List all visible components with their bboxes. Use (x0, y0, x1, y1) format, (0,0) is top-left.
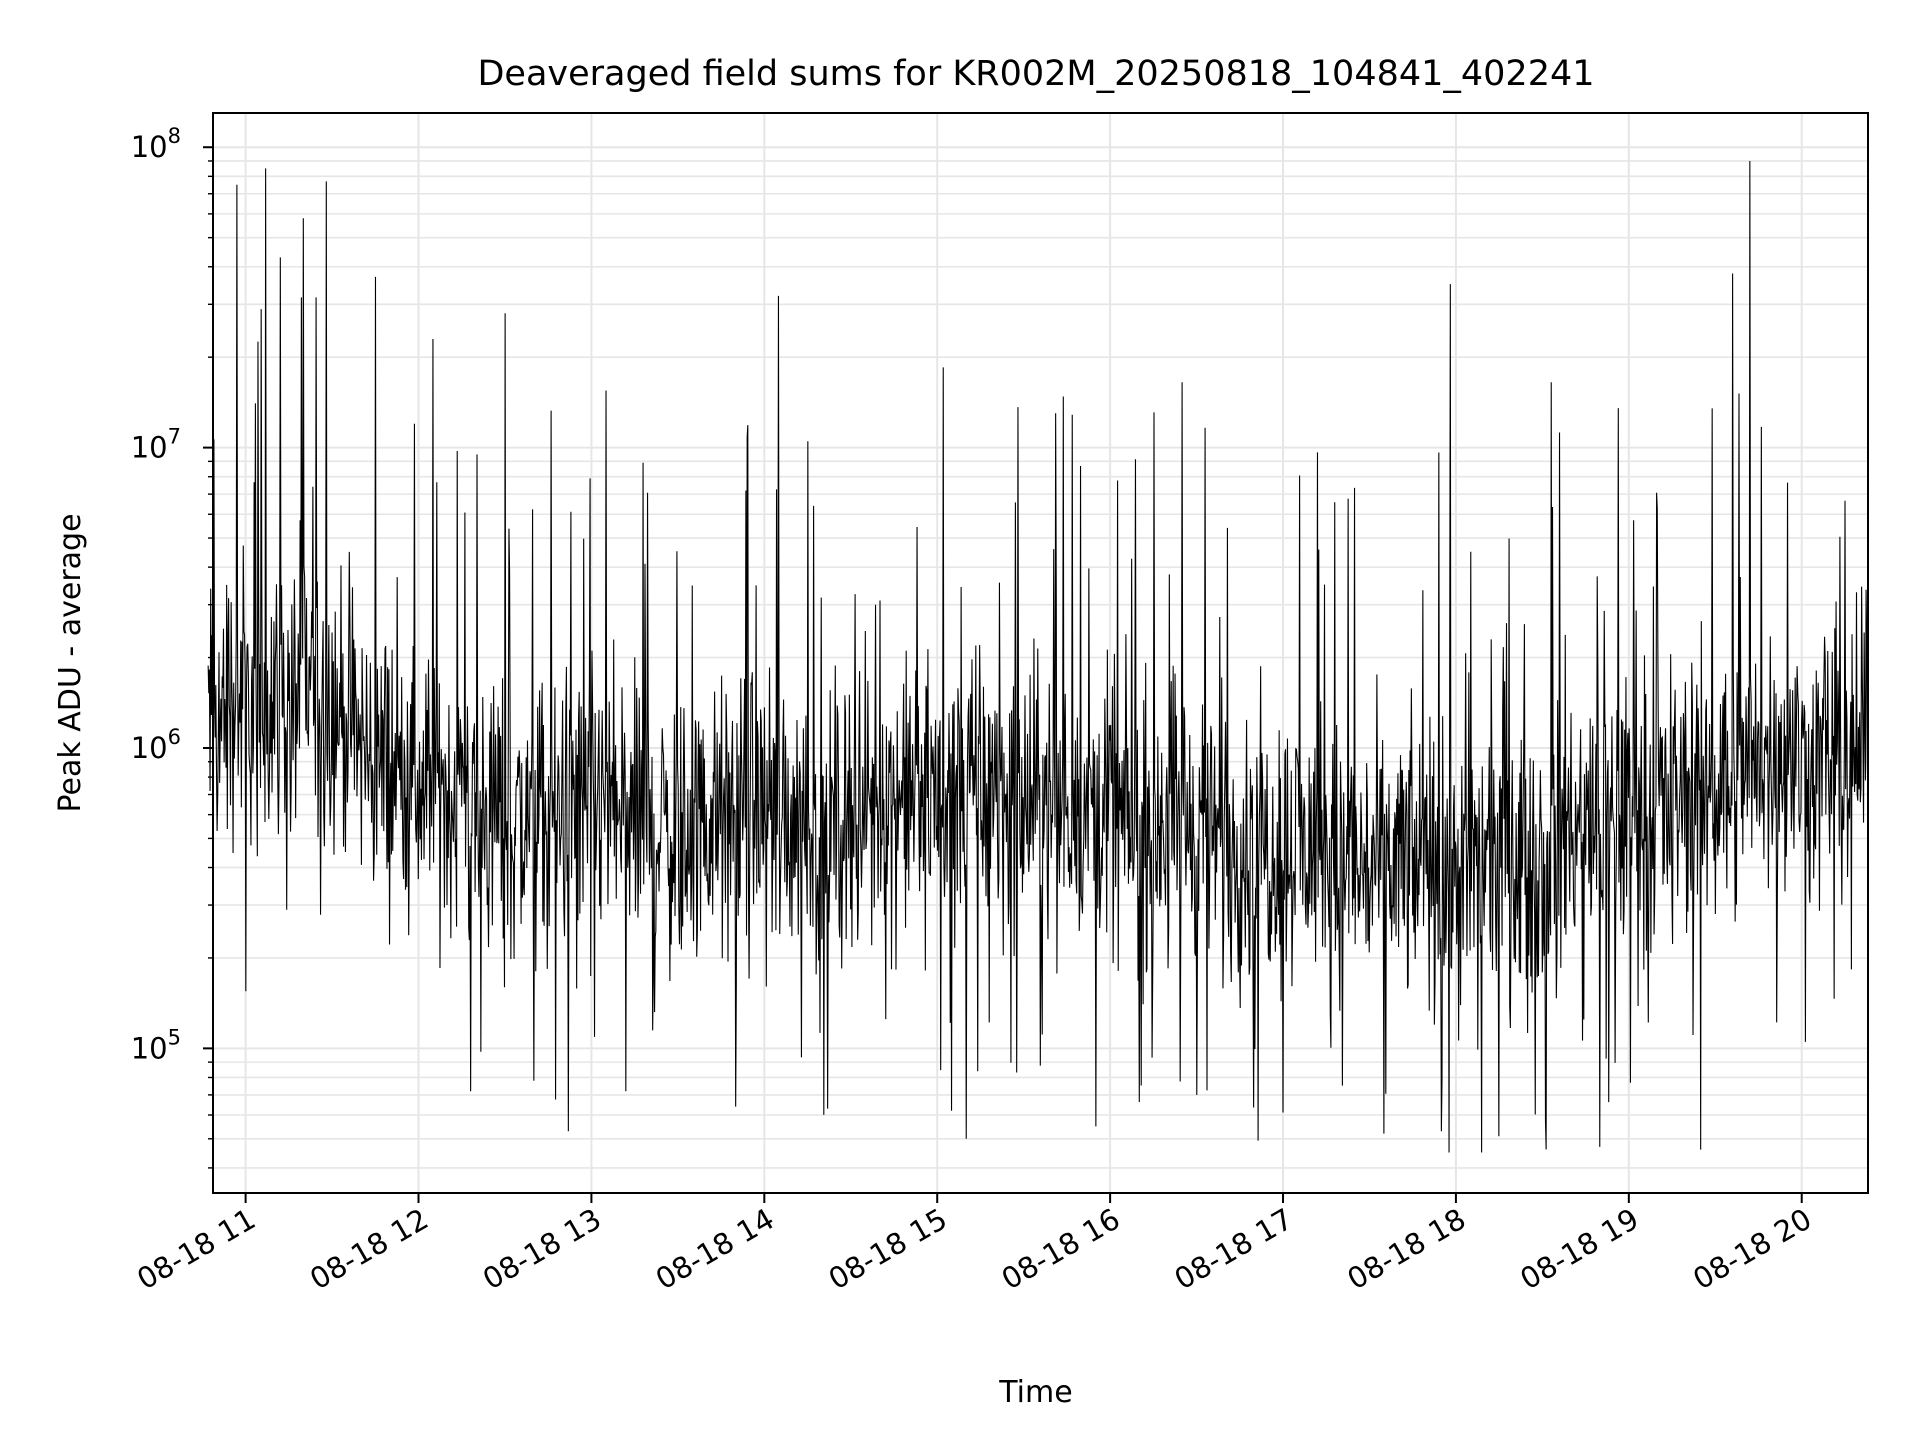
x-axis-title: Time (998, 1375, 1072, 1410)
y-tick-label: 108 (131, 124, 181, 164)
y-tick-label: 105 (131, 1025, 181, 1065)
series-line (207, 160, 1869, 1153)
y-tick-label: 106 (131, 725, 181, 765)
y-axis-title: Peak ADU - average (53, 513, 88, 812)
y-tick-label: 107 (131, 425, 181, 465)
data-layer (207, 160, 1869, 1153)
chart-title: Deaveraged field sums for KR002M_2025081… (477, 54, 1594, 94)
y-axis: 105 106 107 108 (131, 124, 213, 1169)
plot-area-frame (212, 112, 1869, 1194)
